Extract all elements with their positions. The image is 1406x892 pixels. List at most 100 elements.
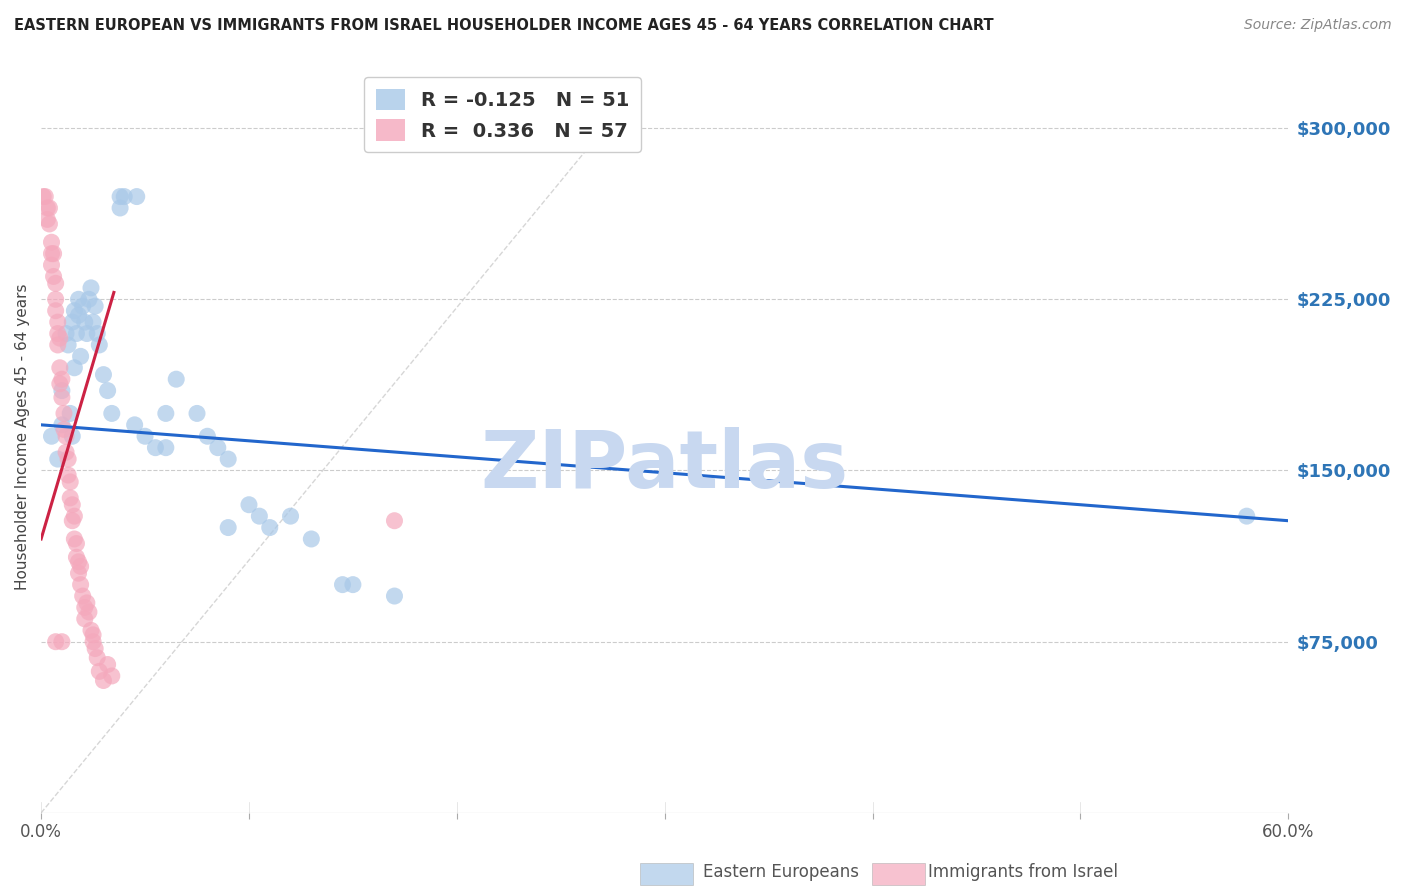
- Point: [46, 326, 69, 341]
- Point: [97, 384, 120, 398]
- Point: [197, 429, 219, 443]
- Point: [56, 338, 79, 352]
- Text: Source: ZipAtlas.com: Source: ZipAtlas.com: [1244, 18, 1392, 32]
- Point: [86, 650, 108, 665]
- Text: ZIPatlas: ZIPatlas: [481, 427, 849, 506]
- Point: [45, 277, 67, 291]
- Point: [55, 445, 77, 459]
- Point: [38, 201, 60, 215]
- Point: [84, 299, 107, 313]
- Point: [34, 189, 56, 203]
- Point: [49, 360, 72, 375]
- Point: [108, 189, 131, 203]
- Point: [60, 315, 83, 329]
- Point: [32, 189, 55, 203]
- Point: [93, 368, 115, 382]
- Point: [77, 293, 100, 307]
- Point: [342, 577, 364, 591]
- Point: [37, 201, 59, 215]
- Point: [73, 612, 96, 626]
- Point: [238, 498, 260, 512]
- Point: [108, 201, 131, 215]
- Point: [73, 315, 96, 329]
- Point: [53, 406, 76, 420]
- Point: [38, 217, 60, 231]
- Point: [299, 532, 322, 546]
- Point: [42, 246, 65, 260]
- Point: [97, 657, 120, 672]
- Point: [59, 475, 82, 489]
- Point: [60, 514, 83, 528]
- Point: [51, 384, 73, 398]
- Point: [63, 509, 86, 524]
- Legend: R = -0.125   N = 51, R =  0.336   N = 57: R = -0.125 N = 51, R = 0.336 N = 57: [364, 77, 641, 153]
- Point: [165, 372, 187, 386]
- Point: [65, 536, 87, 550]
- Point: [72, 299, 94, 313]
- Point: [60, 429, 83, 443]
- Point: [86, 326, 108, 341]
- Point: [247, 509, 270, 524]
- Point: [101, 406, 124, 420]
- Point: [49, 376, 72, 391]
- Point: [67, 308, 90, 322]
- Point: [51, 634, 73, 648]
- Point: [155, 441, 177, 455]
- Point: [65, 326, 87, 341]
- Point: [65, 550, 87, 565]
- Point: [69, 350, 91, 364]
- Point: [41, 429, 63, 443]
- Text: Immigrants from Israel: Immigrants from Israel: [928, 863, 1118, 881]
- Point: [55, 429, 77, 443]
- Point: [41, 246, 63, 260]
- Point: [217, 520, 239, 534]
- Point: [125, 189, 148, 203]
- Point: [41, 258, 63, 272]
- Point: [45, 293, 67, 307]
- Point: [42, 269, 65, 284]
- Point: [134, 429, 156, 443]
- Point: [89, 338, 111, 352]
- Point: [45, 634, 67, 648]
- Point: [56, 468, 79, 483]
- Point: [82, 628, 104, 642]
- Text: Eastern Europeans: Eastern Europeans: [703, 863, 859, 881]
- Point: [186, 406, 208, 420]
- Point: [69, 577, 91, 591]
- Point: [77, 605, 100, 619]
- Point: [80, 281, 103, 295]
- Point: [145, 441, 167, 455]
- Point: [55, 326, 77, 341]
- Point: [67, 293, 90, 307]
- Point: [37, 212, 59, 227]
- Point: [72, 589, 94, 603]
- Point: [59, 491, 82, 505]
- Point: [41, 235, 63, 250]
- Point: [80, 624, 103, 638]
- Point: [69, 559, 91, 574]
- Point: [46, 315, 69, 329]
- Point: [59, 406, 82, 420]
- Point: [84, 641, 107, 656]
- Point: [112, 189, 135, 203]
- Point: [51, 372, 73, 386]
- Point: [63, 532, 86, 546]
- Point: [82, 634, 104, 648]
- Point: [217, 452, 239, 467]
- Point: [332, 577, 354, 591]
- Point: [124, 417, 146, 432]
- Point: [46, 452, 69, 467]
- Point: [73, 600, 96, 615]
- Y-axis label: Householder Income Ages 45 - 64 years: Householder Income Ages 45 - 64 years: [15, 283, 30, 590]
- Point: [67, 566, 90, 581]
- Point: [56, 452, 79, 467]
- Point: [280, 509, 302, 524]
- Point: [89, 665, 111, 679]
- Point: [76, 326, 98, 341]
- Point: [384, 589, 406, 603]
- Point: [101, 669, 124, 683]
- Point: [49, 331, 72, 345]
- Point: [93, 673, 115, 688]
- Point: [60, 498, 83, 512]
- Point: [82, 315, 104, 329]
